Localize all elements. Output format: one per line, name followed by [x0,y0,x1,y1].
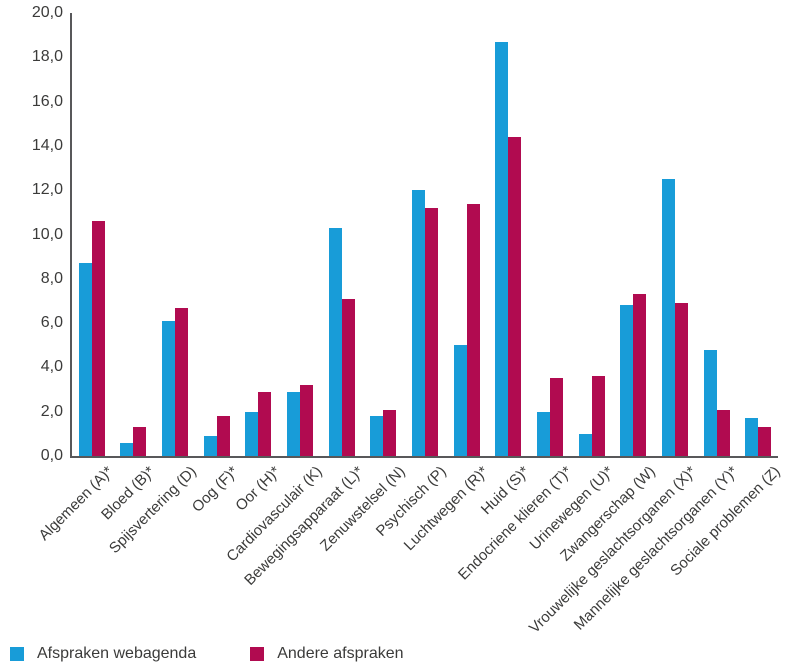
y-tick-label: 0,0 [40,447,63,464]
bar-afspraken-webagenda [370,416,384,456]
bar-group [453,203,480,456]
bar-afspraken-webagenda [453,345,467,456]
bar-group [370,409,397,456]
y-tick-label: 20,0 [31,4,63,21]
bar-group [328,227,355,456]
bar-afspraken-webagenda [703,349,717,456]
legend-swatch-icon [250,647,265,661]
legend-item: Andere afspraken [250,645,404,663]
bar-andere-afspraken [549,378,563,456]
bar-andere-afspraken [216,416,230,456]
bar-andere-afspraken [591,376,605,456]
bar-andere-afspraken [175,307,189,456]
bar-andere-afspraken [91,221,105,456]
y-tick-label: 18,0 [31,48,63,66]
bar-afspraken-webagenda [745,418,759,456]
bar-group [412,190,438,456]
bar-andere-afspraken [633,294,647,456]
y-tick-label: 10,0 [31,225,63,243]
bar-andere-afspraken [300,385,314,456]
bar-group [536,378,563,456]
bar-andere-afspraken [466,203,480,456]
bar-group [578,376,605,456]
legend-label: Afspraken webagenda [37,645,197,662]
bar-afspraken-webagenda [661,179,675,456]
bar-afspraken-webagenda [287,391,301,456]
bar-afspraken-webagenda [120,442,134,456]
bar-group [620,294,647,456]
y-tick-label: 16,0 [31,92,63,110]
legend-item: Afspraken webagenda [10,645,196,663]
bar-afspraken-webagenda [203,436,217,456]
bar-andere-afspraken [716,409,730,456]
bar-andere-afspraken [508,137,522,456]
bar-andere-afspraken [133,427,147,456]
bar-andere-afspraken [674,303,688,456]
bar-group [495,41,522,456]
bar-group [203,416,230,456]
bar-andere-afspraken [383,409,397,456]
bar-group [745,418,772,456]
y-axis-line [70,13,72,458]
bar-andere-afspraken [258,391,272,456]
y-tick-label: 8,0 [40,269,63,287]
bar-group [78,221,105,456]
bar-afspraken-webagenda [578,433,592,456]
bar-andere-afspraken [425,207,438,456]
y-tick-label: 12,0 [31,181,63,199]
bar-group [287,385,314,456]
x-axis-line [70,456,778,458]
bar-afspraken-webagenda [328,227,342,456]
bar-group [245,391,272,456]
y-tick-label: 2,0 [40,402,63,420]
legend-swatch-icon [10,647,24,661]
bar-afspraken-webagenda [536,411,550,456]
legend-label: Andere afspraken [277,645,404,662]
bar-andere-afspraken [341,298,355,456]
bar-group [661,179,688,456]
y-tick-label: 14,0 [31,136,63,154]
bar-afspraken-webagenda [412,190,425,456]
x-category-label: Oog (F)* [189,463,242,516]
y-tick-label: 4,0 [40,358,63,376]
bar-afspraken-webagenda [245,411,259,456]
bar-afspraken-webagenda [495,41,509,456]
y-tick-label: 6,0 [40,314,63,332]
bar-andere-afspraken [758,427,772,456]
bar-group [162,307,189,456]
bar-group [703,349,730,456]
bar-afspraken-webagenda [620,305,634,456]
bar-group [120,427,147,456]
legend: Afspraken webagenda Andere afspraken [10,645,458,663]
bar-afspraken-webagenda [162,320,176,456]
bar-afspraken-webagenda [78,263,92,456]
